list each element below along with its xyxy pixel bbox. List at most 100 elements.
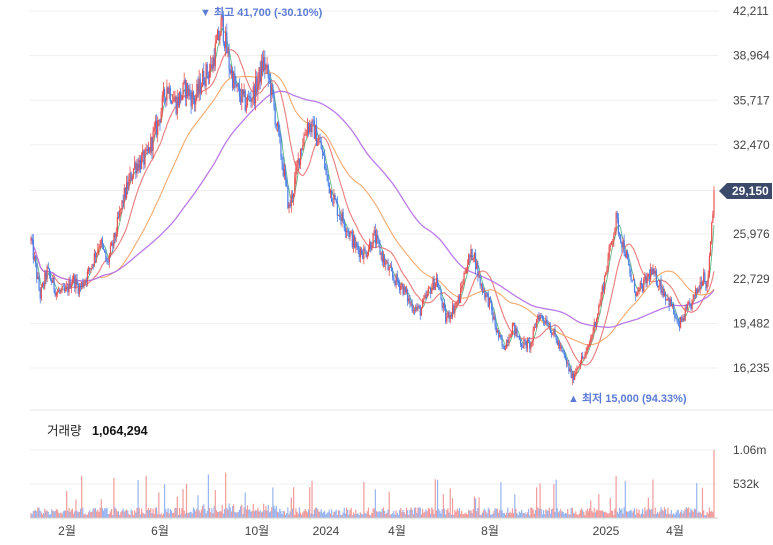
volume-bar — [379, 511, 381, 518]
volume-bar — [48, 514, 51, 518]
candle-body — [170, 101, 173, 104]
candle-body — [671, 304, 674, 307]
candle-body — [555, 335, 557, 340]
volume-bar — [302, 512, 304, 518]
volume-bar — [345, 507, 348, 518]
candle-body — [704, 272, 706, 283]
candle-body — [512, 322, 515, 325]
time-tick-label: 10월 — [245, 524, 269, 538]
candle-body — [39, 289, 41, 299]
moving-average-line — [30, 48, 715, 366]
volume-bar — [679, 511, 682, 518]
candle-body — [354, 235, 356, 248]
volume-bar — [196, 508, 198, 518]
volume-bar — [403, 512, 405, 518]
candle-body — [629, 265, 631, 274]
volume-bar — [369, 515, 371, 518]
volume-bar — [43, 512, 45, 518]
volume-bar — [589, 508, 591, 518]
candle-body — [606, 270, 608, 274]
volume-bar — [85, 514, 87, 518]
volume-bar — [432, 509, 434, 518]
candle-body — [533, 327, 535, 330]
volume-bar — [643, 514, 645, 518]
candle-body — [222, 14, 224, 43]
candle-body — [218, 30, 220, 40]
volume-bar — [601, 510, 603, 518]
candle-body — [377, 234, 379, 239]
candle-body — [517, 335, 519, 337]
volume-bar — [684, 508, 686, 518]
volume-bar — [264, 510, 266, 518]
volume-bar — [174, 507, 176, 518]
volume-bar — [616, 511, 618, 518]
candle-body — [669, 298, 671, 307]
volume-bar — [552, 508, 554, 518]
candle-body — [450, 315, 452, 317]
candle-body — [327, 174, 329, 183]
volume-bar — [370, 515, 372, 518]
candle-body — [176, 96, 178, 114]
volume-bar — [344, 513, 347, 518]
candle-body — [63, 287, 66, 291]
volume-bar — [136, 507, 138, 518]
candle-body — [93, 253, 95, 266]
volume-bar — [360, 513, 363, 518]
candle-body — [464, 272, 466, 274]
candle-body — [685, 307, 687, 309]
candle-body — [335, 199, 337, 202]
candle-body — [278, 121, 280, 132]
volume-bar — [466, 514, 469, 518]
candle-body — [548, 326, 550, 328]
volume-bar — [237, 511, 239, 518]
candle-body — [454, 306, 456, 313]
volume-bar — [176, 496, 178, 518]
volume-bar — [426, 511, 428, 518]
volume-bar — [700, 513, 702, 518]
candle-body — [206, 64, 208, 76]
volume-bar — [425, 509, 427, 518]
volume-bar — [254, 509, 257, 518]
volume-bar — [125, 509, 128, 518]
volume-bar — [205, 513, 207, 518]
volume-bar — [394, 514, 396, 518]
candle-body — [432, 278, 434, 289]
volume-bar — [99, 507, 101, 518]
volume-bar — [137, 480, 139, 518]
volume-bar — [178, 508, 181, 518]
candle-body — [130, 172, 132, 181]
candle-body — [90, 268, 92, 270]
candle-body — [274, 106, 276, 125]
volume-bar — [463, 514, 465, 518]
volume-bar — [629, 510, 631, 518]
volume-bar — [74, 511, 76, 518]
volume-bar — [612, 510, 614, 518]
volume-bar — [32, 511, 34, 518]
volume-bar — [69, 511, 71, 518]
volume-bar — [66, 490, 68, 518]
volume-bar — [192, 507, 194, 518]
volume-bar — [515, 508, 517, 518]
volume-bar — [45, 511, 47, 518]
volume-bar — [531, 507, 533, 518]
volume-bar — [549, 513, 552, 518]
candle-body — [666, 299, 668, 301]
volume-bar — [40, 512, 42, 518]
candle-body — [331, 189, 333, 202]
candle-body — [397, 281, 400, 284]
candle-body — [197, 83, 199, 93]
time-axis: 2월 6월 10월 2024 4월 8월 2025 4월 — [58, 524, 684, 538]
volume-bar — [313, 509, 315, 518]
candle-body — [547, 325, 549, 327]
volume-bar — [445, 514, 447, 518]
volume-bar — [337, 510, 340, 518]
volume-bar — [63, 510, 66, 518]
candle-body — [678, 321, 681, 328]
candle-body — [468, 255, 470, 265]
volume-bar — [269, 511, 272, 518]
candle-body — [216, 30, 219, 41]
candle-body — [106, 260, 108, 262]
candle-body — [326, 170, 328, 175]
volume-bar — [622, 513, 624, 518]
candle-body — [328, 182, 330, 194]
